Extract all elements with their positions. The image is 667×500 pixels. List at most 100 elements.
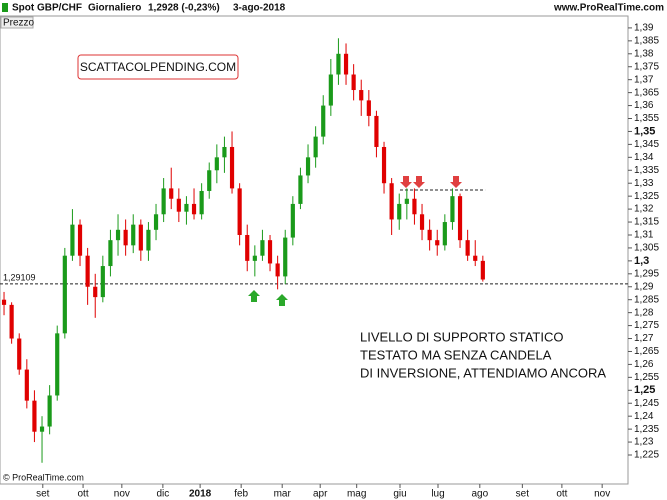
- candle-body: [336, 53, 341, 75]
- y-tick-label: 1,36: [634, 100, 654, 111]
- candle-body: [389, 183, 394, 220]
- candle-body: [100, 266, 105, 298]
- candle-body: [343, 53, 349, 75]
- candle-body: [419, 214, 425, 230]
- candle-body: [77, 224, 83, 256]
- candle-body: [115, 229, 121, 241]
- candle-body: [252, 255, 257, 261]
- x-tick-label: nov: [594, 489, 610, 500]
- candle-body: [1, 299, 7, 305]
- candle-body: [427, 229, 432, 241]
- y-tick-label: 1,37: [634, 74, 654, 85]
- candle-body: [237, 188, 242, 235]
- y-tick-label: 1,355: [634, 113, 659, 124]
- panel-label: Prezzo: [3, 18, 35, 29]
- candle-body: [207, 170, 212, 191]
- copyright: © ProRealTime.com: [3, 472, 84, 482]
- up-arrow: [276, 294, 288, 306]
- date: 3-ago-2018: [233, 3, 286, 14]
- arrows: [248, 176, 462, 306]
- y-tick-label: 1,335: [634, 165, 659, 176]
- candle-body: [229, 146, 235, 189]
- header-icon: [2, 3, 8, 12]
- candle-body: [85, 255, 90, 287]
- candle-body: [328, 74, 333, 106]
- y-tick-label: 1,32: [634, 204, 654, 215]
- candle-body: [191, 203, 197, 215]
- candle-body: [123, 229, 128, 246]
- up-arrow: [248, 290, 260, 302]
- candle-body: [32, 400, 37, 432]
- y-tick-label: 1,33: [634, 178, 654, 189]
- candle-body: [267, 240, 273, 264]
- y-tick-label: 1,35: [634, 125, 655, 137]
- y-tick-label: 1,39: [634, 23, 654, 34]
- candle-body: [176, 198, 181, 212]
- candle-body: [473, 255, 478, 261]
- candle-body: [245, 234, 250, 261]
- candle-body: [313, 136, 318, 158]
- candle-body: [24, 369, 29, 401]
- x-tick-label: dic: [156, 489, 169, 500]
- panel-label-box: [0, 16, 34, 29]
- candle-body: [404, 198, 409, 204]
- candle-body: [298, 175, 303, 204]
- y-tick-label: 1,3: [634, 255, 649, 267]
- candle-body: [62, 255, 67, 334]
- candle-body: [435, 240, 440, 246]
- x-tick-label: nov: [114, 489, 130, 500]
- y-tick-label: 1,365: [634, 87, 659, 98]
- candle-body: [169, 188, 174, 199]
- badge: SCATTACOLPENDING.COM: [80, 60, 236, 74]
- candle-body: [351, 74, 356, 91]
- instrument: Spot GBP/CHF: [12, 3, 82, 14]
- x-tick-label: apr: [313, 489, 328, 500]
- y-tick-label: 1,27: [634, 333, 654, 344]
- y-tick-label: 1,38: [634, 48, 654, 59]
- candle-body: [442, 222, 447, 246]
- x-tick-label: set: [516, 489, 530, 500]
- candle-body: [305, 157, 311, 176]
- candle-body: [153, 214, 159, 230]
- candle-body: [359, 90, 364, 101]
- candle-body: [381, 146, 387, 184]
- y-tick-label: 1,265: [634, 346, 659, 357]
- x-tick-label: ott: [556, 489, 567, 500]
- badge-box: [77, 54, 239, 80]
- candle-body: [374, 115, 379, 147]
- candle-body: [55, 333, 60, 396]
- candle-body: [39, 426, 45, 432]
- y-tick-label: 1,25: [634, 384, 655, 396]
- x-tick-label: ago: [471, 489, 488, 500]
- y-tick-label: 1,305: [634, 243, 659, 254]
- x-tick-label: set: [36, 489, 50, 500]
- plot-frame: [0, 15, 629, 485]
- y-tick-label: 1,23: [634, 437, 654, 448]
- candle-body: [260, 240, 265, 256]
- y-tick-label: 1,295: [634, 268, 659, 279]
- y-tick-label: 1,29: [634, 281, 654, 292]
- candle-body: [70, 224, 75, 256]
- annotation: TESTATO MA SENZA CANDELA: [360, 347, 552, 362]
- y-tick-label: 1,285: [634, 294, 659, 305]
- down-arrow: [400, 176, 412, 188]
- y-tick-label: 1,225: [634, 450, 659, 461]
- annotation: LIVELLO DI SUPPORTO STATICO: [360, 329, 563, 344]
- candle-body: [412, 198, 417, 215]
- candle-body: [93, 286, 98, 298]
- candle-body: [321, 105, 326, 137]
- y-tick-label: 1,385: [634, 35, 659, 46]
- candle-body: [450, 196, 455, 223]
- y-tick-label: 1,26: [634, 359, 654, 370]
- period: Giornaliero: [88, 3, 141, 14]
- y-tick-label: 1,235: [634, 424, 659, 435]
- candle-body: [47, 395, 52, 427]
- y-tick-label: 1,375: [634, 61, 659, 72]
- candle-body: [290, 203, 295, 238]
- candle-body: [366, 100, 371, 116]
- candle-body: [283, 237, 288, 277]
- candle-body: [480, 260, 485, 280]
- x-tick-label: mag: [347, 489, 366, 500]
- y-tick-label: 1,31: [634, 230, 654, 241]
